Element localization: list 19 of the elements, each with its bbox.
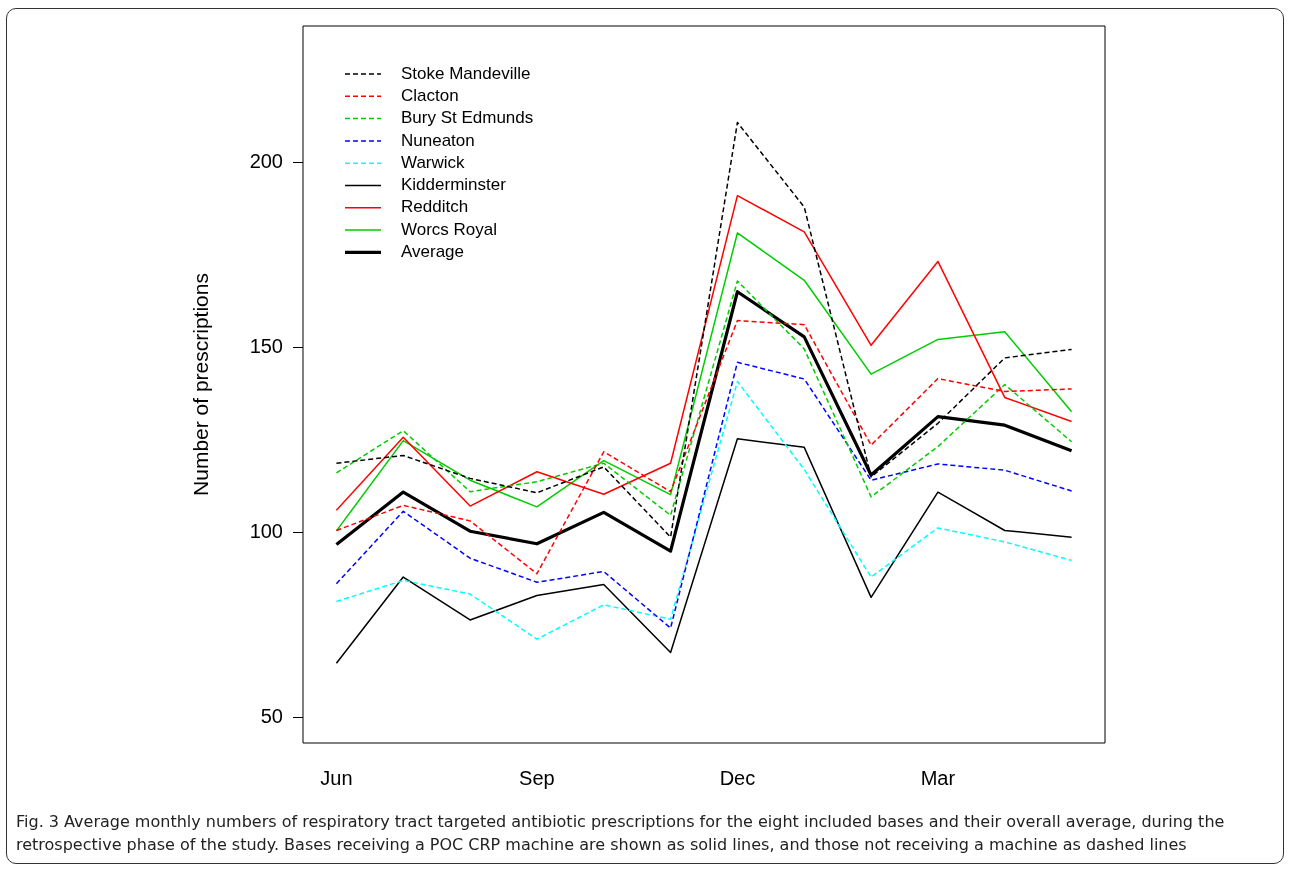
legend-label: Average: [401, 242, 465, 262]
y-tick-label: 100: [249, 519, 283, 542]
y-axis-title: Number of prescriptions: [189, 273, 213, 496]
x-tick-label: Sep: [519, 766, 555, 789]
legend-label: Bury St Edmunds: [401, 108, 534, 128]
legend-label: Kidderminster: [401, 175, 507, 195]
x-tick-label: Jun: [320, 766, 353, 789]
x-tick-label: Dec: [719, 766, 756, 789]
y-tick-label: 200: [249, 150, 283, 173]
legend-label: Stoke Mandeville: [401, 63, 531, 83]
legend-label: Clacton: [401, 85, 459, 105]
legend-label: Worcs Royal: [401, 219, 498, 239]
legend-label: Redditch: [401, 197, 469, 217]
legend-label: Warwick: [401, 152, 466, 172]
y-tick-label: 50: [260, 704, 283, 727]
legend-label: Nuneaton: [401, 130, 475, 150]
x-tick-label: Mar: [920, 766, 956, 789]
caption: Fig. 3 Average monthly numbers of respiratory tract targeted antibiotic prescriptions for the eight included bases and their overall average, during the retrospective phase of the study. Bases receiving a POC CRP machine are shown as solid lines, and those not receiving a machine as dashed lines: [16, 811, 1226, 856]
y-tick-label: 150: [249, 335, 283, 358]
